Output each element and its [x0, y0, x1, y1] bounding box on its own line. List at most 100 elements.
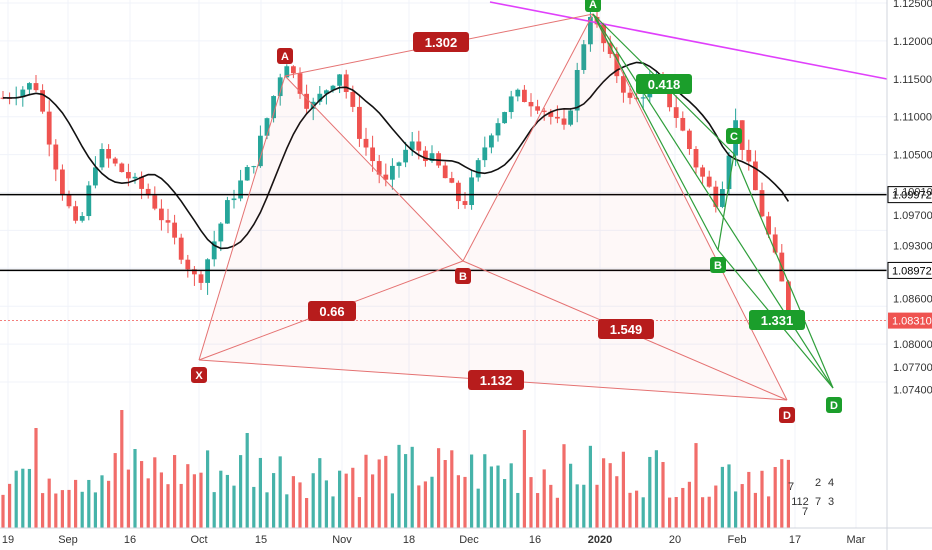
volume-bar [166, 484, 170, 528]
volume-bar [199, 472, 203, 528]
x-axis-tick-label: 2020 [588, 534, 612, 546]
candle-body [416, 141, 422, 151]
candle-body [251, 166, 257, 168]
candle-body [46, 111, 52, 145]
volume-bar [179, 483, 183, 528]
candle-body [390, 165, 395, 180]
volume-bar [113, 453, 117, 528]
candle-body [99, 149, 105, 168]
candle-body [561, 118, 567, 125]
candle-body [614, 53, 620, 77]
volume-bar [133, 449, 137, 528]
candle-body [673, 107, 679, 118]
trendline-magenta [489, 1, 888, 80]
volume-bar [780, 459, 784, 528]
candle-body [152, 195, 158, 209]
y-axis-tick-label: 1.12500 [893, 0, 932, 10]
candle-body [271, 96, 276, 119]
volume-bar [417, 485, 421, 528]
volume-bar [654, 450, 658, 528]
pattern-point-C: C [730, 131, 738, 143]
candle-body [489, 135, 494, 148]
candle-body [759, 190, 765, 217]
volume-bar [186, 464, 190, 528]
volume-bar [331, 496, 335, 528]
candle-body [403, 149, 408, 163]
candle-body [713, 186, 719, 207]
volume-bar [54, 493, 58, 528]
harmonic-pattern-line [198, 75, 286, 361]
pattern-point-X: X [195, 370, 203, 382]
volume-bar [93, 492, 97, 528]
candle-body [112, 158, 118, 164]
volume-bar [60, 490, 64, 528]
volume-bar [608, 463, 612, 528]
candle-body [442, 165, 448, 179]
volume-bar [41, 493, 45, 528]
volume-bar [747, 471, 751, 528]
x-axis-tick-label: 17 [789, 534, 801, 546]
candle-body [449, 178, 455, 183]
ratio-label-box [308, 301, 356, 321]
volume-bar [661, 462, 665, 528]
pattern-point-B: B [714, 260, 722, 272]
volume-bar [575, 484, 579, 528]
candle-body [555, 116, 560, 119]
candle-body [53, 144, 59, 170]
volume-bar [364, 454, 368, 528]
candle-body [244, 167, 250, 181]
candle-body [66, 194, 72, 207]
volume-bar [397, 444, 401, 528]
volume-bar [357, 497, 361, 528]
pattern-point-B-box [710, 257, 726, 273]
pattern-point-D: D [830, 400, 838, 412]
candle-body [429, 153, 435, 162]
volume-bar [192, 474, 196, 528]
x-axis-tick-label: Feb [728, 534, 747, 546]
volume-bar [318, 458, 322, 528]
ratio-label-box [468, 370, 524, 390]
volume-bar [694, 443, 698, 528]
y-axis-tick-label: 1.08600 [893, 294, 932, 306]
candle-body [132, 176, 138, 179]
candle-body [291, 66, 296, 74]
volume-bar [549, 484, 553, 528]
pattern-point-A: A [589, 0, 597, 11]
y-axis-tick-label: 1.09700 [893, 210, 932, 222]
candle-body [277, 77, 283, 97]
candle-body [786, 281, 791, 315]
candle-body [409, 141, 415, 150]
x-axis-tick-label: 15 [255, 534, 267, 546]
volume-bar [173, 455, 177, 528]
volume-bar [542, 469, 546, 528]
candle-body [297, 73, 303, 94]
candle-body [363, 138, 369, 148]
candle-body [139, 176, 144, 189]
volume-bar [674, 497, 678, 528]
candle-body [231, 198, 237, 201]
candle-body [350, 92, 356, 107]
x-axis-tick-label: Nov [332, 534, 352, 546]
candle-body [126, 172, 131, 179]
candle-body [436, 153, 441, 166]
pattern-point-A: A [281, 51, 289, 63]
ratio-label: 1.331 [761, 313, 794, 328]
candle-body [165, 220, 171, 223]
candle-body [772, 234, 778, 253]
level-price-label-box [887, 261, 932, 279]
volume-bar [107, 480, 111, 528]
candle-body [86, 185, 92, 217]
volume-bar [100, 475, 104, 528]
pattern-point-A-box [585, 0, 601, 12]
candle-body [581, 44, 587, 70]
volume-bar [450, 450, 454, 528]
candle-body [304, 93, 309, 109]
ratio-label: 0.66 [319, 304, 344, 319]
y-axis-tick-label: 1.08000 [893, 339, 932, 351]
candle-body [370, 147, 375, 162]
candle-body [376, 161, 382, 175]
level-price-label: 1.09972 [892, 190, 932, 202]
candle-body [640, 97, 646, 99]
candle-body [746, 149, 752, 162]
